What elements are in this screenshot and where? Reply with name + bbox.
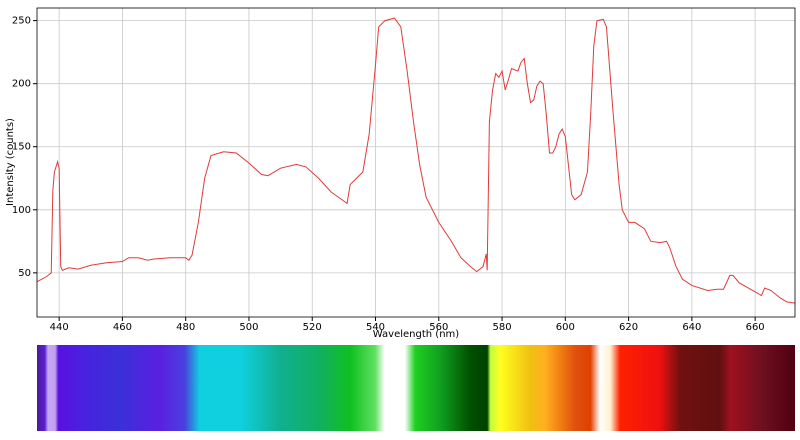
y-tick-label: 200 — [12, 79, 31, 90]
y-axis-label: Intensity (counts) — [5, 118, 16, 206]
x-tick-label: 460 — [113, 322, 132, 333]
y-tick-label: 150 — [12, 142, 31, 153]
x-tick-label: 660 — [746, 322, 765, 333]
y-tick-label: 250 — [12, 16, 31, 27]
y-tick-label: 50 — [18, 268, 31, 279]
x-tick-label: 520 — [303, 322, 322, 333]
x-axis-label: Wavelength (nm) — [373, 329, 459, 340]
x-tick-label: 580 — [493, 322, 512, 333]
x-tick-label: 500 — [239, 322, 258, 333]
y-tick-label: 100 — [12, 205, 31, 216]
x-tick-label: 600 — [556, 322, 575, 333]
x-tick-label: 620 — [619, 322, 638, 333]
x-tick-label: 440 — [50, 322, 69, 333]
x-tick-label: 640 — [682, 322, 701, 333]
spectrum-line — [36, 17, 796, 304]
plot-frame — [36, 7, 796, 318]
spectrum-strip — [37, 345, 795, 431]
x-tick-label: 560 — [429, 322, 448, 333]
x-tick-label: 480 — [176, 322, 195, 333]
x-tick-label: 540 — [366, 322, 385, 333]
